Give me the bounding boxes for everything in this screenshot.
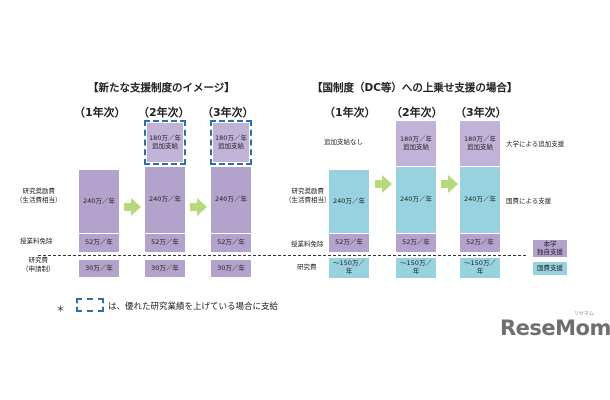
left-diagram-title: 【新たな支援制度のイメージ】 xyxy=(88,82,235,94)
right-row-label-living: 研究奨励費 （生活費相当） xyxy=(285,187,331,204)
left-y1-living-segment: 240万／年 xyxy=(79,170,119,233)
right-no-extra-label: 追加支給なし xyxy=(324,138,363,146)
left-y3-extra-segment: 180万／年 追加支給 xyxy=(213,123,249,162)
resemom-logo: ReseMom xyxy=(500,316,610,340)
right-row-label-tuition: 授業料免除 xyxy=(291,240,324,248)
right-y1-tuition-segment: 52万／年 xyxy=(329,234,369,252)
right-y3-living-segment: 240万／年 xyxy=(460,167,500,233)
right-year-3-label: （3年次） xyxy=(455,106,507,119)
left-row-label-living: 研究奨励費 （生活費相当） xyxy=(16,187,62,204)
right-y1-living-segment: 240万／年 xyxy=(329,170,369,233)
right-y3-tuition-segment: 52万／年 xyxy=(460,234,500,252)
left-y2-living-segment: 240万／年 xyxy=(145,167,185,233)
left-y2-extra-dashed-border xyxy=(144,120,186,165)
right-y3-extra-segment: 180万／年 追加支給 xyxy=(460,121,500,166)
right-y1-research-segment: ～150万／ 年 xyxy=(329,258,369,278)
right-row-label-research: 研究費 xyxy=(297,263,317,271)
left-y2-tuition-segment: 52万／年 xyxy=(145,234,185,252)
right-year-2-label: （2年次） xyxy=(391,106,443,119)
left-year-2-label: （2年次） xyxy=(138,106,190,119)
left-y3-tuition-segment: 52万／年 xyxy=(211,234,251,252)
footnote-dashed-box-icon xyxy=(76,298,104,312)
right-y2-tuition-segment: 52万／年 xyxy=(396,234,436,252)
logo-subtext: リセマム xyxy=(574,311,595,317)
right-side-label-university: 大学による追加支援 xyxy=(506,140,565,148)
footnote-asterisk: ＊ xyxy=(56,305,66,315)
right-diagram-title: 【国制度（DC等）への上乗せ支援の場合】 xyxy=(312,82,518,94)
left-year-1-label: （1年次） xyxy=(74,106,126,119)
left-y3-extra-dashed-border xyxy=(210,120,252,165)
left-row-label-research: 研究費 （申請制） xyxy=(22,256,55,273)
legend-national-support: 国費支援 xyxy=(533,262,567,275)
left-y2-extra-segment: 180万／年 追加支給 xyxy=(147,123,183,162)
left-y3-living-segment: 240万／年 xyxy=(211,167,251,233)
right-y2-living-segment: 240万／年 xyxy=(396,167,436,233)
left-y3-research-segment: 30万／年 xyxy=(211,260,251,277)
left-y1-tuition-segment: 52万／年 xyxy=(79,234,119,252)
legend-university-support: 本学 独自支援 xyxy=(533,240,567,257)
left-y2-research-segment: 30万／年 xyxy=(145,260,185,277)
separator-dashed-line xyxy=(38,255,526,256)
right-y2-extra-segment: 180万／年 追加支給 xyxy=(396,121,436,166)
footnote-text: は、優れた研究業績を上げている場合に支給 xyxy=(108,302,279,312)
right-year-1-label: （1年次） xyxy=(324,106,376,119)
left-year-3-label: （3年次） xyxy=(202,106,254,119)
right-y2-research-segment: ～150万／ 年 xyxy=(396,258,436,278)
right-y3-research-segment: ～150万／ 年 xyxy=(460,258,500,278)
right-side-label-national: 国費による支援 xyxy=(506,197,552,205)
left-y1-research-segment: 30万／年 xyxy=(79,260,119,277)
left-row-label-tuition: 授業料免除 xyxy=(20,237,53,245)
